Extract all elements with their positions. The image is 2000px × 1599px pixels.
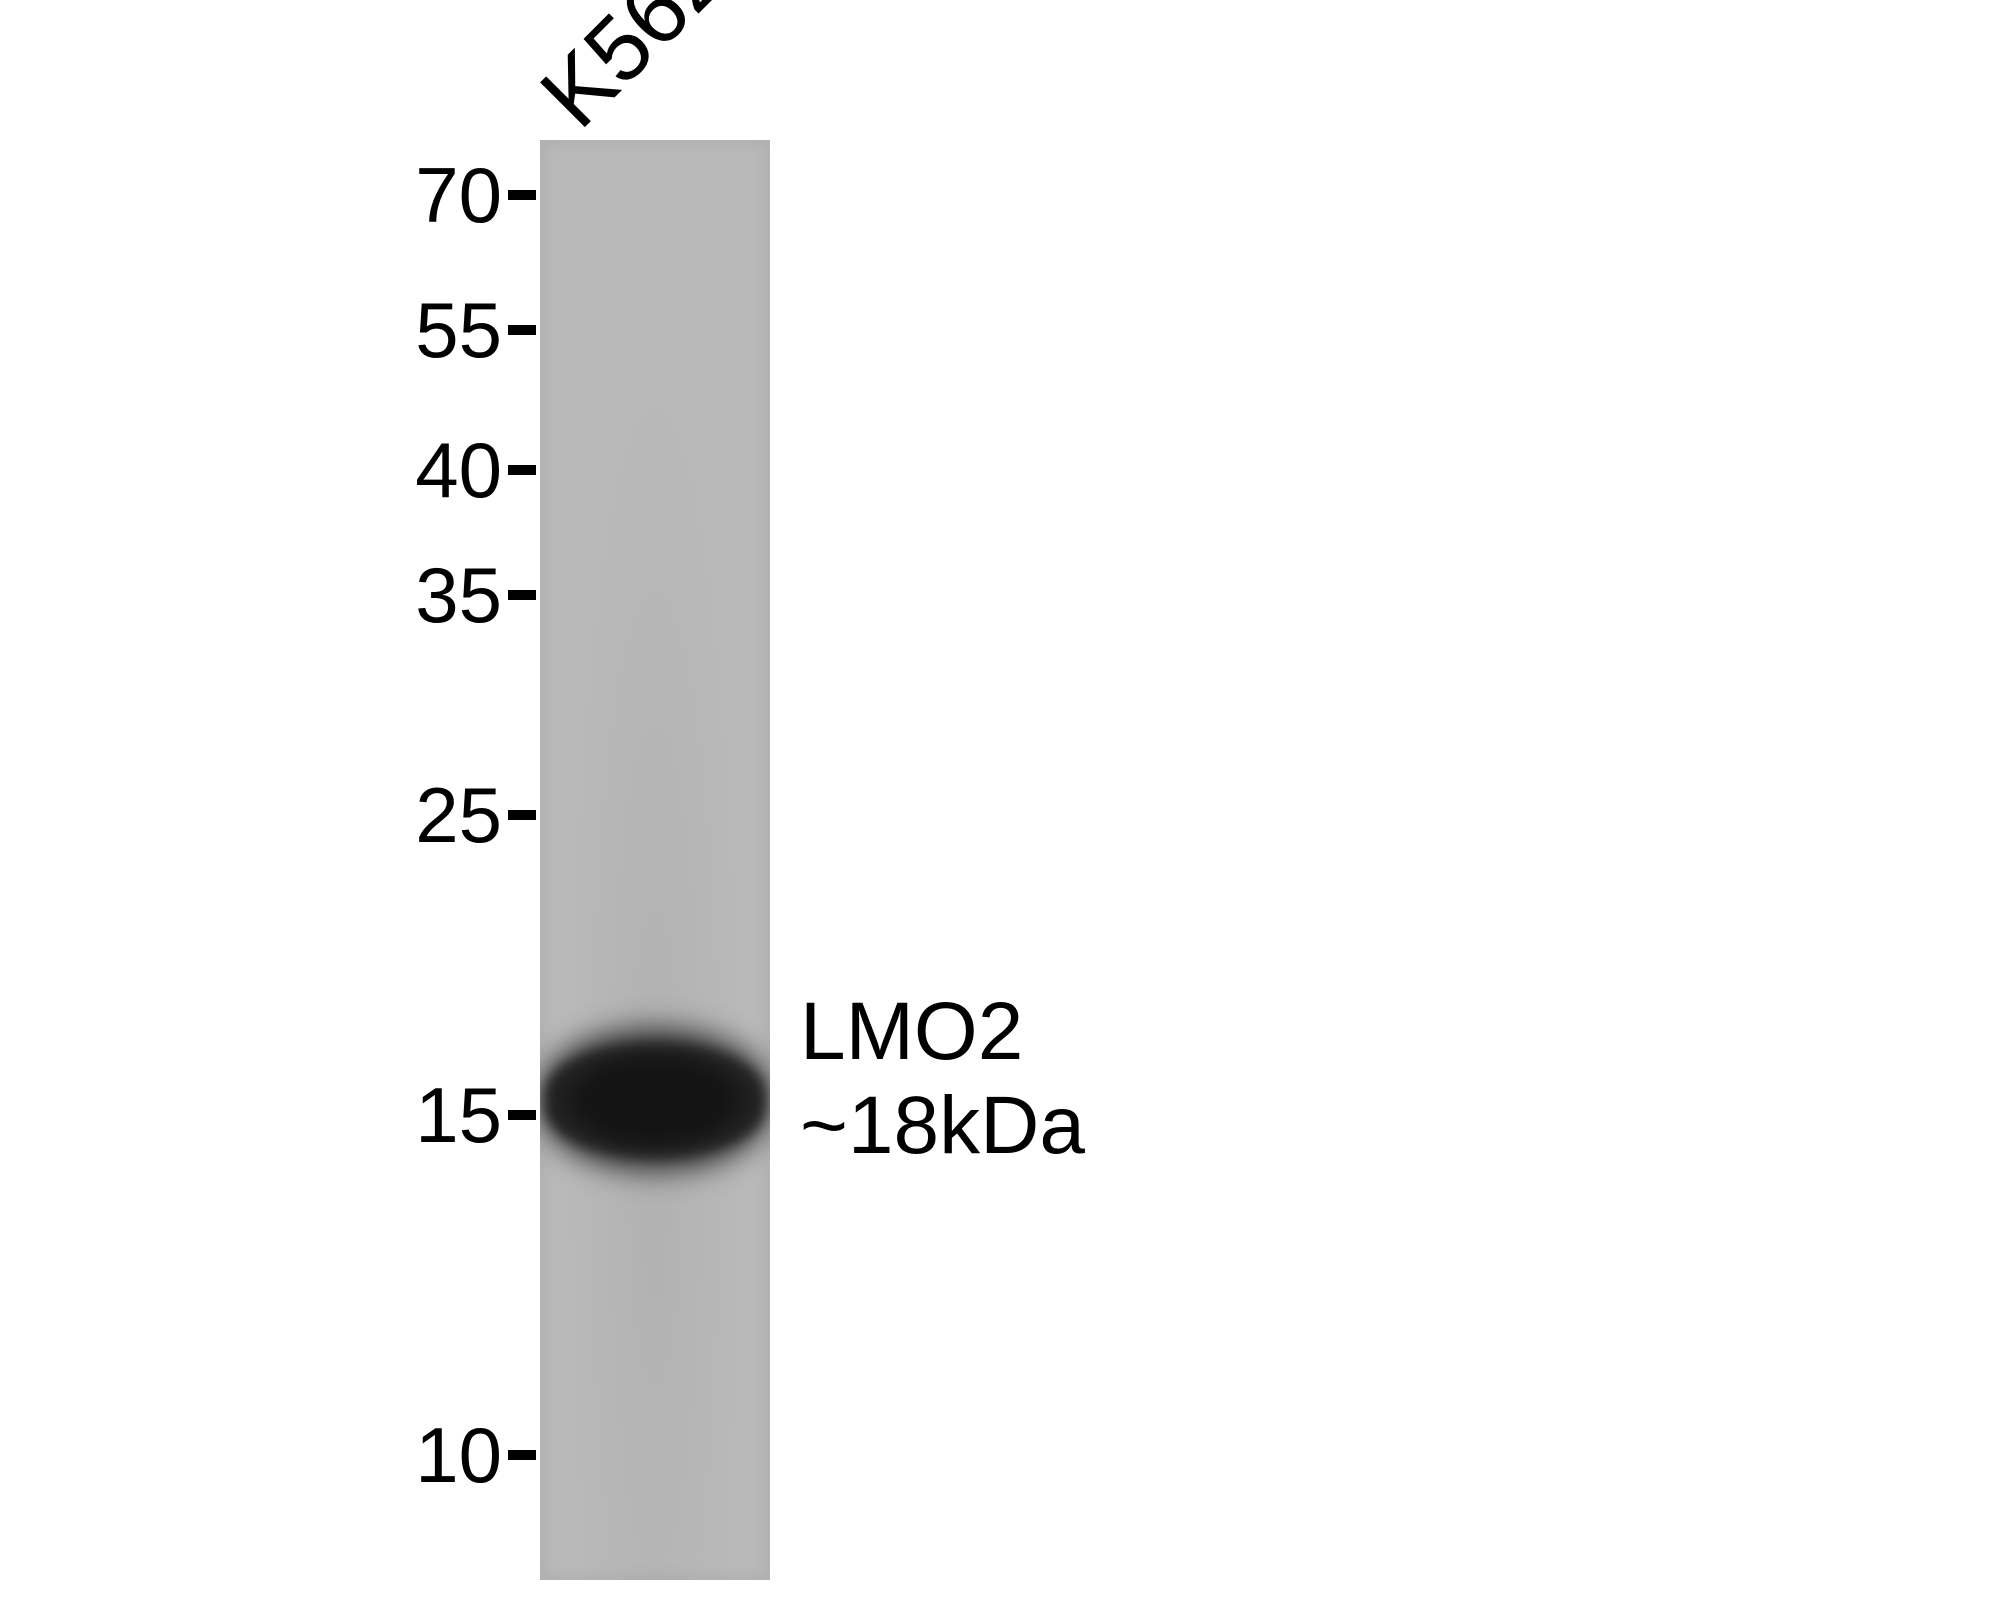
mw-tick-label: 70 <box>415 156 502 234</box>
mw-tick-40: 40 <box>0 431 536 509</box>
mw-tick-dash <box>508 190 536 200</box>
mw-tick-dash <box>508 325 536 335</box>
mw-tick-15: 15 <box>0 1076 536 1154</box>
lane-label-k562: K562 <box>521 0 747 148</box>
mw-tick-dash <box>508 1110 536 1120</box>
lane-k562 <box>540 140 770 1580</box>
mw-tick-dash <box>508 1450 536 1460</box>
lane-label-text: K562 <box>521 0 745 147</box>
band-annotation: LMO2 ~18kDa <box>800 985 1085 1174</box>
mw-tick-55: 55 <box>0 291 536 369</box>
mw-tick-label: 25 <box>415 776 502 854</box>
mw-tick-label: 55 <box>415 291 502 369</box>
mw-tick-70: 70 <box>0 156 536 234</box>
lmo2-band <box>545 1043 766 1158</box>
mw-tick-35: 35 <box>0 556 536 634</box>
mw-tick-label: 35 <box>415 556 502 634</box>
mw-tick-dash <box>508 810 536 820</box>
band-annotation-size: ~18kDa <box>800 1079 1085 1173</box>
mw-tick-label: 10 <box>415 1416 502 1494</box>
mw-tick-label: 40 <box>415 431 502 509</box>
mw-tick-label: 15 <box>415 1076 502 1154</box>
mw-tick-25: 25 <box>0 776 536 854</box>
band-annotation-protein: LMO2 <box>800 985 1085 1079</box>
mw-tick-10: 10 <box>0 1416 536 1494</box>
mw-tick-dash <box>508 590 536 600</box>
mw-tick-dash <box>508 465 536 475</box>
